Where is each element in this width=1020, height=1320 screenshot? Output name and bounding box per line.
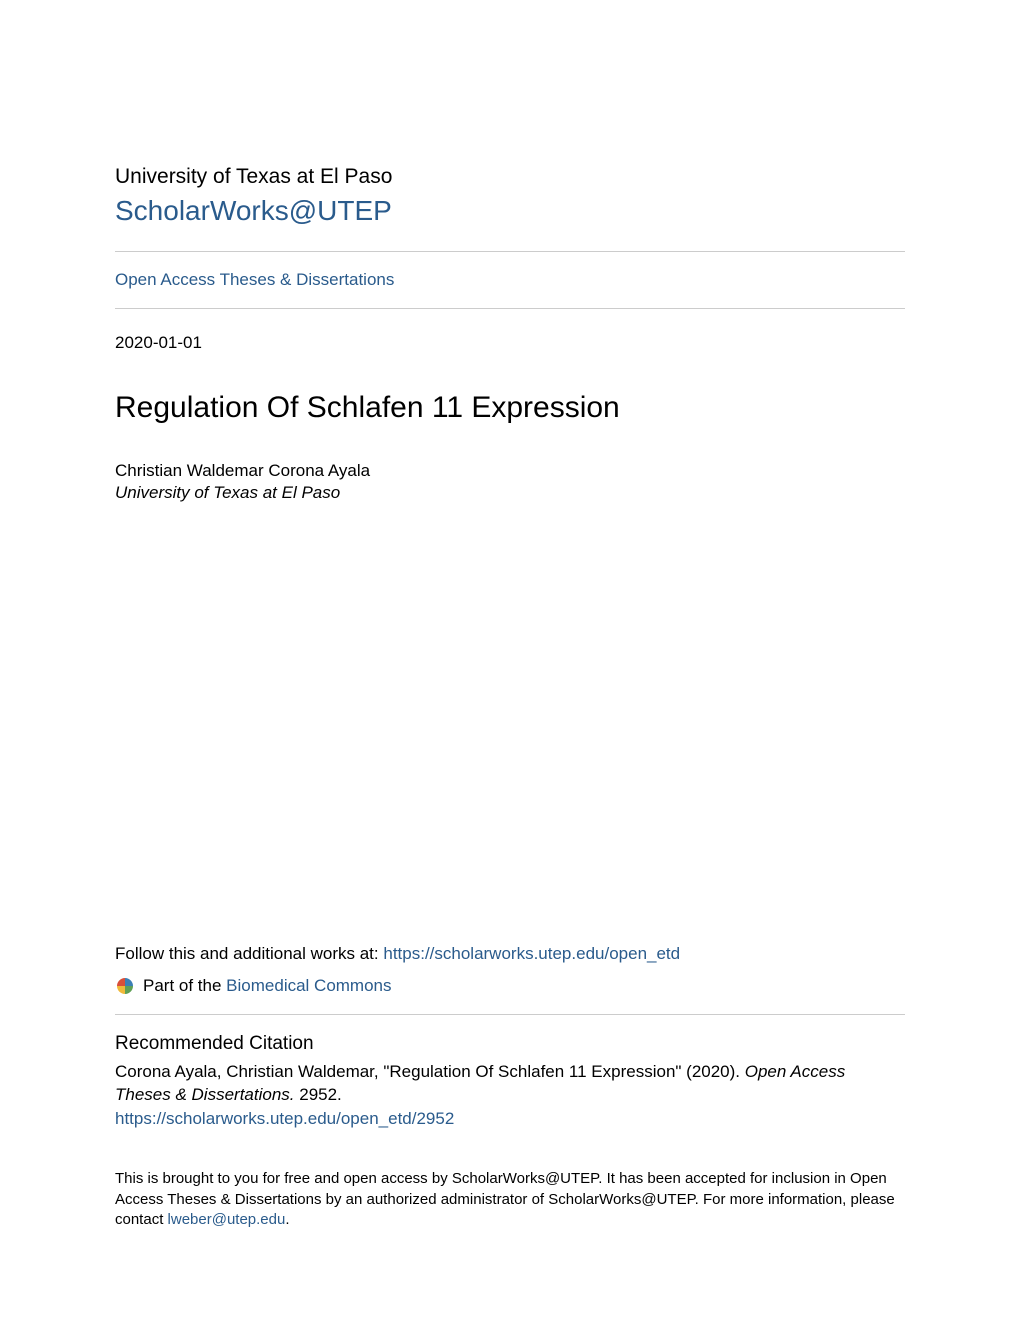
divider-citation	[115, 1014, 905, 1015]
citation-part1: Corona Ayala, Christian Waldemar, "Regul…	[115, 1062, 745, 1081]
follow-text: Follow this and additional works at: htt…	[115, 944, 905, 964]
collection-link[interactable]: Open Access Theses & Dissertations	[115, 270, 394, 289]
commons-prefix: Part of the	[143, 976, 226, 995]
commons-link[interactable]: Biomedical Commons	[226, 976, 391, 995]
citation-url: https://scholarworks.utep.edu/open_etd/2…	[115, 1109, 905, 1129]
footer-part2: .	[285, 1211, 289, 1228]
footer-text: This is brought to you for free and open…	[115, 1169, 905, 1230]
follow-prefix: Follow this and additional works at:	[115, 944, 383, 963]
repository-link[interactable]: ScholarWorks@UTEP	[115, 195, 392, 226]
author-name: Christian Waldemar Corona Ayala	[115, 461, 905, 481]
repository-name: ScholarWorks@UTEP	[115, 195, 905, 227]
header-section: University of Texas at El Paso ScholarWo…	[115, 165, 905, 309]
citation-part2: 2952.	[295, 1085, 342, 1104]
lower-section: Follow this and additional works at: htt…	[115, 944, 905, 1230]
divider-bottom	[115, 308, 905, 309]
citation-text: Corona Ayala, Christian Waldemar, "Regul…	[115, 1061, 905, 1107]
citation-link[interactable]: https://scholarworks.utep.edu/open_etd/2…	[115, 1109, 454, 1128]
follow-link[interactable]: https://scholarworks.utep.edu/open_etd	[383, 944, 680, 963]
document-title: Regulation Of Schlafen 11 Expression	[115, 391, 905, 425]
commons-text: Part of the Biomedical Commons	[143, 976, 392, 996]
commons-row: Part of the Biomedical Commons	[115, 976, 905, 996]
contact-email-link[interactable]: lweber@utep.edu	[168, 1211, 286, 1228]
collection-section: Open Access Theses & Dissertations	[115, 252, 905, 308]
commons-network-icon	[115, 976, 135, 996]
publication-date: 2020-01-01	[115, 333, 905, 353]
institution-name: University of Texas at El Paso	[115, 165, 905, 189]
citation-heading: Recommended Citation	[115, 1033, 905, 1055]
author-affiliation: University of Texas at El Paso	[115, 483, 905, 503]
